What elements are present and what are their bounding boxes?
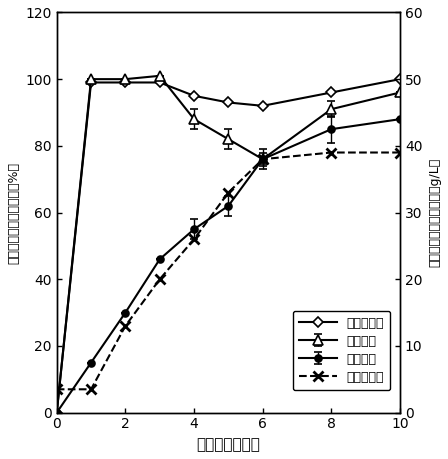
糖酵消耗率: [260, 103, 265, 109]
Line: 糖酵加入量: 糖酵加入量: [52, 148, 405, 394]
糖酵加入量: [260, 157, 265, 162]
糖酵消耗率: [191, 93, 197, 99]
Y-axis label: 糖酵消耗率，糖酵产率（%）: 糖酵消耗率，糖酵产率（%）: [7, 162, 20, 263]
X-axis label: 反应时间（天）: 反应时间（天）: [196, 437, 260, 452]
糖酵消耗率: [397, 76, 403, 82]
糖酵消耗率: [123, 80, 128, 85]
Legend: 糖酵消耗率, 糖酵产量, 糖酵浓度, 糖酵加入量: 糖酵消耗率, 糖酵产量, 糖酵浓度, 糖酵加入量: [293, 311, 390, 391]
糖酵消耗率: [88, 80, 94, 85]
糖酵加入量: [157, 276, 163, 282]
糖酵加入量: [54, 386, 60, 392]
糖酵加入量: [226, 190, 231, 195]
糖酵加入量: [329, 150, 334, 155]
Line: 糖酵消耗率: 糖酵消耗率: [53, 76, 404, 416]
糖酵消耗率: [54, 410, 60, 415]
糖酵加入量: [397, 150, 403, 155]
糖酵消耗率: [157, 80, 163, 85]
糖酵加入量: [123, 323, 128, 329]
糖酵加入量: [88, 386, 94, 392]
糖酵消耗率: [226, 100, 231, 105]
Y-axis label: 糖酵浓度，糖酵加入量（g/L）: 糖酵浓度，糖酵加入量（g/L）: [428, 158, 441, 267]
糖酵加入量: [191, 236, 197, 242]
糖酵消耗率: [329, 90, 334, 95]
